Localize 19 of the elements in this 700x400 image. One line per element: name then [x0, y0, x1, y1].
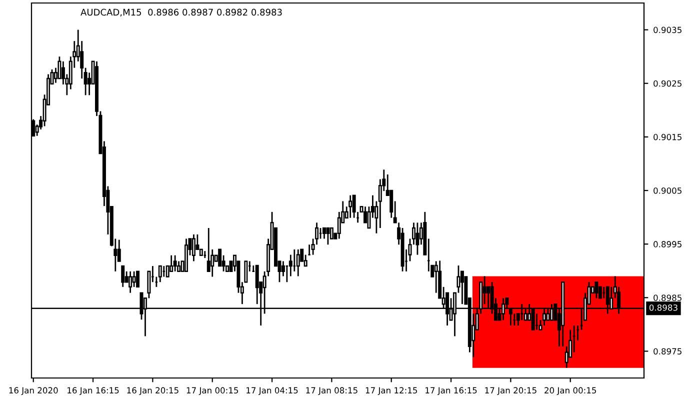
y-tick-label: 0.8975	[654, 348, 682, 354]
x-tick-label: 16 Jan 16:15	[68, 387, 119, 396]
x-tick-label: 17 Jan 16:15	[426, 387, 477, 396]
x-tick-label: 17 Jan 00:15	[186, 387, 238, 396]
y-tick-label: 0.9025	[654, 80, 682, 87]
y-tick-label: 0.8985	[654, 294, 682, 301]
x-tick-label: 17 Jan 20:15	[485, 387, 536, 396]
text: AUDCAD,M15 0.8986 0.8987 0.8982 0.8983	[80, 8, 282, 17]
y-tick-label: 0.9015	[654, 134, 682, 140]
y-tick-label: 0.9005	[654, 187, 682, 194]
x-tick-label: 17 Jan 12:15	[366, 387, 418, 396]
x-tick-label: 16 Jan 2020	[9, 387, 58, 396]
y-tick-label: 0.9035	[654, 26, 682, 34]
x-tick-label: 17 Jan 08:15	[306, 387, 358, 396]
y-tick-label: 0.8995	[654, 241, 682, 248]
x-tick-label: 20 Jan 00:15	[544, 387, 596, 396]
ref-line-label: 0.8983	[649, 304, 678, 311]
x-tick-label: 16 Jan 20:15	[127, 387, 178, 396]
x-tick-label: 17 Jan 04:15	[246, 387, 298, 396]
